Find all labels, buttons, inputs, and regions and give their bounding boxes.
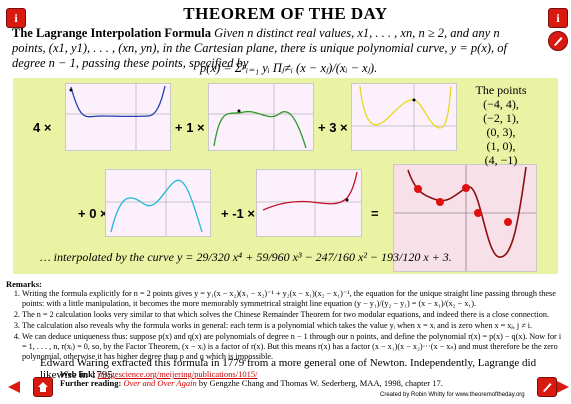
theorem-name: The Lagrange Interpolation Formula [12,26,211,40]
home-icon [38,382,48,392]
point-item: (4, −1) [484,153,518,167]
basis-plot-3 [351,83,457,151]
coefficient-3: + 3 × [318,120,348,135]
weblink-label: Web link: [60,369,96,379]
remark-item: We can deduce uniqueness thus: suppose p… [22,332,566,362]
point-c [462,184,470,192]
points-list: The points (−4, 4), (−2, 1), (0, 3), (1,… [466,83,536,167]
theorem-statement: The Lagrange Interpolation Formula Given… [12,26,532,71]
page-title: THEOREM OF THE DAY [183,4,388,23]
point-a [414,185,422,193]
coefficient-2: + 1 × [175,120,205,135]
point-item: (1, 0), [486,139,516,153]
point-e [504,218,512,226]
coefficient-1: 4 × [33,120,52,135]
remark-item: The calculation also reveals why the for… [22,321,566,331]
remark-item: Writing the formula explicitly for n = 2… [22,289,566,309]
remark-item: The n = 2 calculation looks very similar… [22,310,566,320]
coefficient-5: + -1 × [221,206,255,221]
remarks-title: Remarks: [6,279,42,289]
info-icon: i [14,10,18,25]
point-d [474,209,482,217]
remarks-section: Remarks: Writing the formula explicitly … [6,279,566,363]
pen-icon[interactable] [548,31,568,51]
interpolated-equation: … interpolated by the curve y = 29/320 x… [40,250,452,264]
plots-panel: 4 × + 1 × + 3 × + 0 × + -1 × = [13,78,558,274]
end-button[interactable] [537,377,557,397]
next-arrow-icon[interactable] [557,381,569,393]
points-heading: The points [475,83,527,97]
point-item: (−4, 4), [483,97,519,111]
previous-arrow-icon[interactable] [8,381,20,393]
further-reading-row: Further reading: Over and Over Again by … [60,378,443,388]
theorem-text: Given n distinct real values, x1, . . . … [12,26,508,70]
credit-line: Created by Robin Whitty for www.theoremo… [380,392,525,398]
weblink-url[interactable]: imagescience.org/meijering/publications/… [97,369,258,379]
lagrange-formula: p(x) = Σⁿᵢ₌₁ yᵢ Πⱼ≠ᵢ (x − xⱼ)/(xᵢ − xⱼ). [200,61,378,75]
equals-sign: = [371,206,379,221]
theorem-info-button[interactable]: i [6,8,26,28]
theorem-info-button-right[interactable]: i [548,8,568,28]
further-reading-book[interactable]: Over and Over Again [123,378,197,388]
basis-plot-4 [105,169,211,237]
info-icon: i [556,10,560,25]
pen-icon [543,383,552,392]
coefficient-4: + 0 × [78,206,108,221]
further-reading-label: Further reading: [60,378,122,388]
point-b [436,198,444,206]
history-note: Edward Waring extracted this formula in … [40,357,537,381]
further-reading-rest: by Gengzhe Chang and Thomas W. Sederberg… [198,378,443,388]
basis-plot-5 [256,169,362,237]
home-button[interactable] [33,377,53,397]
point-item: (−2, 1), [483,111,519,125]
basis-plot-1 [65,83,171,151]
point-item: (0, 3), [486,125,516,139]
remarks-list: Writing the formula explicitly for n = 2… [6,289,566,362]
interpolated-curve-plot [393,164,537,272]
basis-plot-2 [208,83,314,151]
weblink-row: Web link: imagescience.org/meijering/pub… [60,369,257,379]
